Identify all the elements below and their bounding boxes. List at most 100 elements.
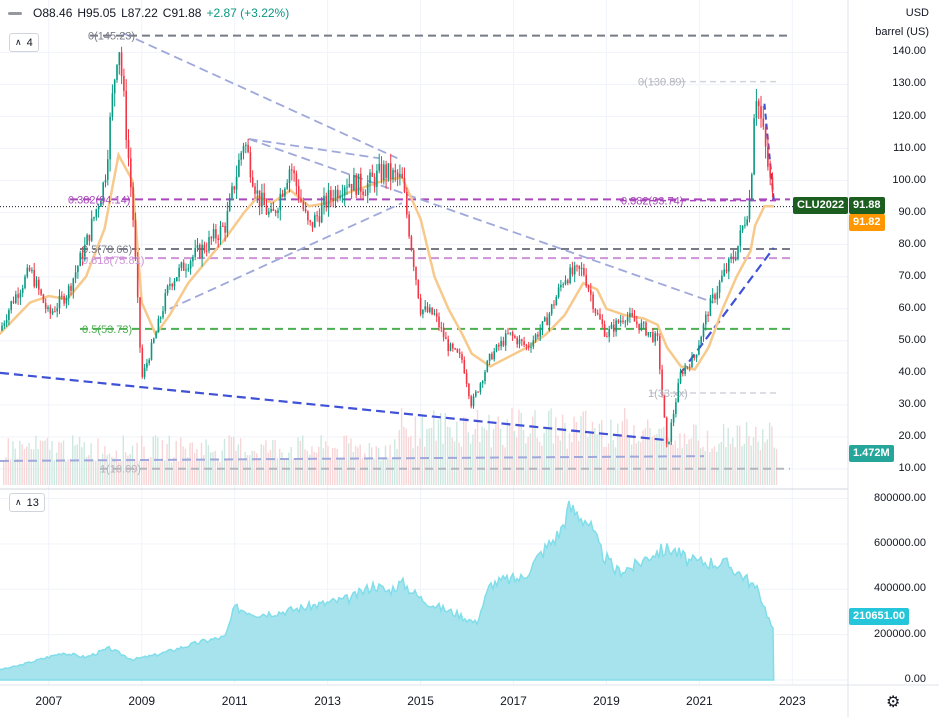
- volume-bar: [371, 447, 373, 485]
- candle: [348, 174, 351, 188]
- ma-value-badge: 91.82: [849, 214, 885, 231]
- candle: [569, 264, 571, 285]
- candle: [615, 318, 617, 337]
- volume-bar: [382, 459, 384, 485]
- volume-bar: [373, 458, 375, 485]
- currency-label[interactable]: USD: [905, 7, 929, 19]
- fib-label-0618-left: 0.618(75.81): [82, 255, 144, 267]
- candle: [107, 149, 109, 186]
- candle: [31, 267, 33, 274]
- candle: [548, 311, 551, 332]
- volume-bar: [88, 455, 90, 485]
- candle: [217, 234, 219, 248]
- candle: [40, 288, 42, 297]
- price-tick-label: 10.00: [898, 461, 926, 474]
- volume-bar: [366, 458, 368, 485]
- trend-line-support[interactable]: [0, 371, 667, 442]
- volume-bar: [647, 419, 649, 485]
- candle: [15, 290, 17, 305]
- volume-bar: [513, 431, 515, 485]
- candle: [544, 316, 546, 322]
- open-value: O88.46: [33, 6, 73, 20]
- candle: [661, 364, 663, 398]
- legend-toggle-icon[interactable]: [8, 11, 22, 15]
- volume-bar: [506, 419, 509, 485]
- volume-bar: [239, 438, 242, 485]
- candle: [242, 142, 245, 160]
- volume-bar: [635, 443, 637, 485]
- candle: [196, 237, 199, 252]
- price-tick-label: 100.00: [892, 173, 926, 186]
- volume-bar: [3, 460, 5, 485]
- candle: [555, 294, 558, 306]
- candle: [166, 284, 169, 296]
- volume-bar: [499, 428, 502, 485]
- volume-indicators-toggle[interactable]: ∧ 13: [9, 493, 45, 512]
- open-interest-area: [0, 500, 775, 681]
- candle: [286, 179, 288, 190]
- volume-bar: [16, 458, 19, 485]
- trend-line-floor[interactable]: [0, 455, 705, 462]
- volume-bar: [384, 445, 387, 485]
- trend-line-upper[interactable]: [248, 138, 714, 304]
- candle: [659, 333, 661, 375]
- trend-line-upper-b[interactable]: [248, 138, 379, 160]
- price-indicators-toggle[interactable]: ∧ 4: [9, 33, 39, 52]
- candle: [318, 208, 321, 227]
- volume-bar: [152, 436, 154, 485]
- volume-bar: [483, 428, 486, 485]
- volume-bar: [147, 458, 150, 485]
- volume-bar: [446, 426, 449, 485]
- candle: [739, 224, 742, 253]
- candle: [378, 153, 380, 174]
- candle: [654, 331, 656, 346]
- volume-bar: [127, 455, 129, 485]
- candle: [116, 63, 118, 83]
- candle: [422, 309, 424, 319]
- candle: [212, 223, 215, 242]
- volume-bar: [437, 419, 440, 485]
- candle: [281, 189, 284, 198]
- volume-bar: [460, 446, 463, 485]
- price-candles: [1, 46, 774, 448]
- candle: [136, 252, 139, 304]
- candle: [1, 322, 3, 332]
- trend-line-lower[interactable]: [169, 202, 403, 310]
- change-value: +2.87 (+3.22%): [206, 6, 290, 20]
- candle: [337, 184, 339, 203]
- candle: [484, 369, 486, 385]
- volume-bar: [711, 448, 713, 485]
- candle: [753, 113, 755, 176]
- candle: [682, 369, 684, 377]
- trend-line-resistance[interactable]: [122, 32, 398, 159]
- candle: [134, 212, 137, 262]
- candle: [491, 351, 493, 360]
- volume-bar: [295, 459, 297, 485]
- volume-bar: [690, 438, 693, 485]
- time-tick-label: 2021: [686, 694, 713, 708]
- volume-bar: [26, 446, 28, 485]
- volume-bar: [196, 448, 198, 485]
- trend-line-uptrend[interactable]: [679, 247, 775, 374]
- candle: [226, 201, 229, 238]
- candle: [732, 249, 735, 264]
- price-tick-label: 90.00: [898, 205, 926, 218]
- settings-gear-icon[interactable]: ⚙: [886, 694, 901, 711]
- candle: [631, 308, 633, 318]
- candle: [130, 147, 132, 197]
- volume-bar: [318, 446, 320, 485]
- volume-bar: [60, 442, 62, 485]
- candle: [314, 212, 316, 228]
- volume-bar: [327, 445, 329, 485]
- candle: [171, 282, 173, 291]
- volume-bar: [159, 461, 161, 485]
- candle: [642, 321, 645, 329]
- volume-bar: [274, 440, 276, 485]
- candle: [369, 169, 371, 193]
- volume-bar: [357, 447, 359, 485]
- candle: [169, 277, 171, 291]
- candle: [417, 279, 420, 300]
- volume-bar: [729, 443, 732, 485]
- unit-label[interactable]: barrel (US): [875, 26, 929, 38]
